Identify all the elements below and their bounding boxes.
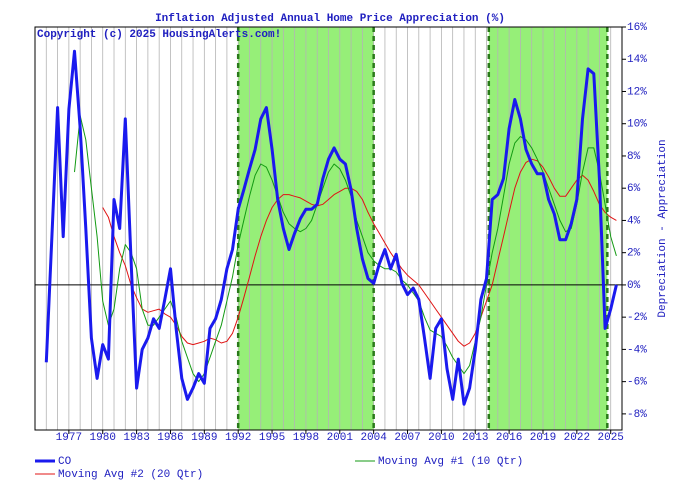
legend-label: CO [58,456,72,468]
y-tick-label: 8% [627,151,641,163]
x-tick-label: 1980 [90,432,116,444]
y-tick-label: 16% [627,22,647,34]
y-tick-label: -4% [627,344,647,356]
y-tick-label: -8% [627,409,647,421]
y-tick-label: 2% [627,248,641,260]
y-tick-label: 6% [627,183,641,195]
chart-title: Inflation Adjusted Annual Home Price App… [155,13,505,25]
y-axis-label: Depreciation - Appreciation [657,139,669,317]
plot-frame [34,26,623,431]
y-tick-label: -6% [627,377,647,389]
y-tick-label: 4% [627,215,641,227]
x-tick-label: 2010 [428,432,454,444]
x-tick-label: 2019 [530,432,556,444]
series-line [74,115,617,383]
x-tick-label: 1983 [123,432,149,444]
x-tick-label: 2013 [462,432,488,444]
x-tick-label: 2007 [394,432,420,444]
x-tick-label: 2016 [496,432,522,444]
x-tick-label: 1995 [259,432,285,444]
y-tick-label: 12% [627,86,647,98]
x-tick-label: 1989 [191,432,217,444]
shaded-region [488,27,608,430]
x-tick-label: 1998 [293,432,319,444]
series-line [44,49,618,406]
y-tick-label: -2% [627,312,647,324]
annotation: Copyright (c) 2025 HousingAlerts.com! [37,29,281,41]
y-tick-label: 0% [627,280,641,292]
y-tick-label: 10% [627,119,647,131]
x-tick-label: 1992 [225,432,251,444]
legend-label: Moving Avg #1 (10 Qtr) [378,456,523,468]
x-tick-label: 2025 [598,432,624,444]
x-tick-label: 2001 [327,432,354,444]
x-tick-label: 1977 [56,432,82,444]
x-tick-label: 2004 [360,432,387,444]
y-tick-label: 14% [627,54,647,66]
x-tick-label: 2022 [564,432,590,444]
x-tick-label: 1986 [157,432,183,444]
legend-label: Moving Avg #2 (20 Qtr) [58,469,203,481]
